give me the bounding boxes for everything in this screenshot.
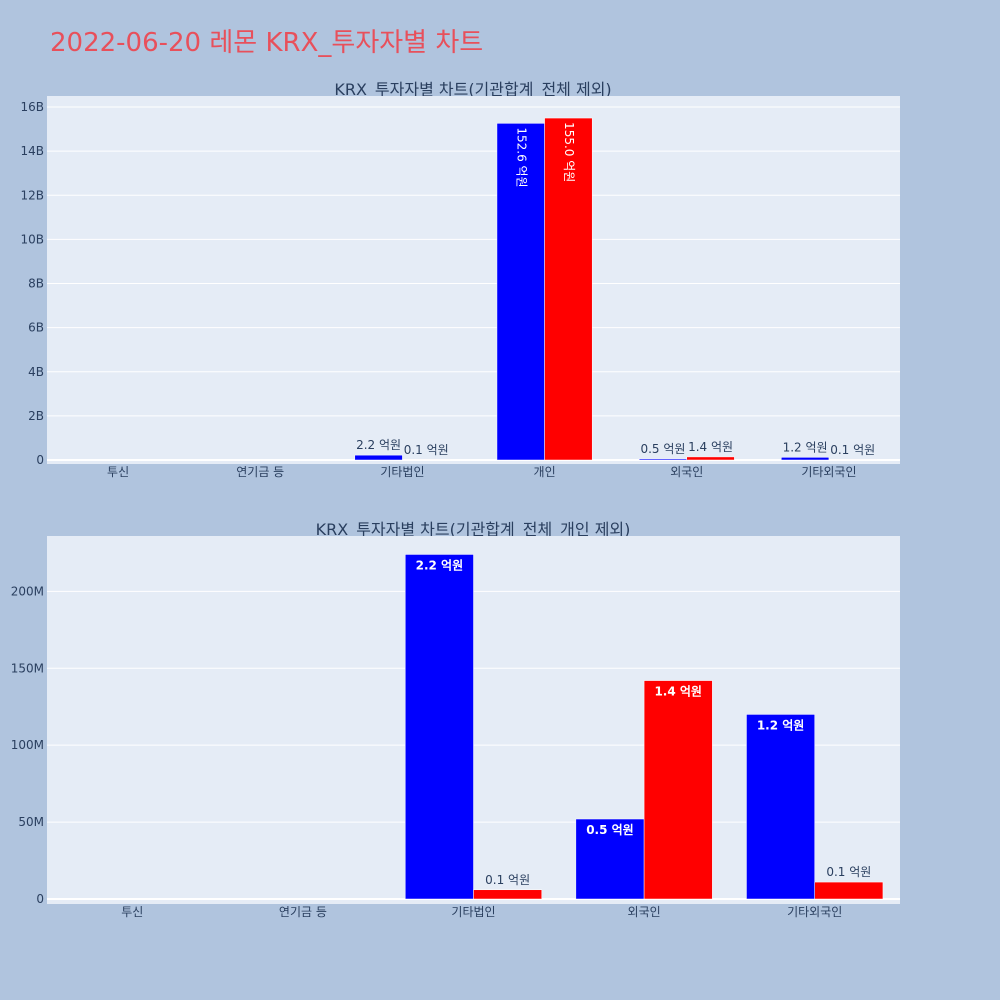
chart-1-data-label: 0.1 억원 [830, 443, 875, 457]
chart-1-y-tick-label: 6B [28, 321, 44, 335]
chart-1-y-tick-label: 2B [28, 409, 44, 423]
chart-1-data-label: 0.1 억원 [404, 443, 449, 457]
chart-1-bar [354, 454, 403, 461]
chart-1-y-tick-label: 14B [20, 144, 44, 158]
chart-1-data-label: 152.6 억원 [514, 127, 528, 187]
chart-1-data-label: 1.4 억원 [688, 440, 733, 454]
chart-2-x-tick-label: 기타법인 [451, 905, 495, 919]
chart-2-data-label: 0.1 억원 [826, 865, 871, 879]
chart-1-bar [496, 123, 545, 461]
chart-1-y-tick-label: 4B [28, 365, 44, 379]
chart-1-x-tick-label: 기타법인 [380, 465, 424, 479]
chart-1-data-label: 0.5 억원 [640, 442, 685, 456]
chart-2-data-label: 0.1 억원 [485, 873, 530, 887]
chart-1-x-tick-label: 기타외국인 [801, 465, 856, 479]
chart-2-title: KRX_투자자별 차트(기관합계_전체_개인 제외) [316, 520, 631, 540]
chart-1-plot-area [47, 96, 900, 464]
chart-2-data-label: 0.5 억원 [586, 823, 634, 837]
chart-1-bar [686, 456, 735, 461]
chart-2-bar [405, 554, 474, 900]
chart-2-y-tick-label: 150M [11, 661, 44, 675]
chart-2-bar [643, 680, 713, 900]
chart-1-y-tick-label: 0 [36, 453, 44, 467]
chart-1-x-tick-label: 연기금 등 [236, 465, 284, 479]
chart-1-data-label: 155.0 억원 [562, 122, 576, 182]
chart-2-data-label: 1.2 억원 [757, 718, 805, 732]
chart-2-x-tick-label: 투신 [121, 905, 143, 919]
chart-2-bar [746, 714, 815, 900]
chart-1-x-tick-label: 투신 [107, 465, 129, 479]
chart-2-x-tick-label: 연기금 등 [279, 905, 327, 919]
chart-1-y-tick-label: 16B [20, 100, 44, 114]
chart-1-y-tick-label: 8B [28, 277, 44, 291]
chart-1-y-tick-label: 12B [20, 188, 44, 202]
chart-2-bar [814, 881, 884, 900]
chart-2-bar [473, 889, 542, 900]
chart-1-x-tick-label: 개인 [534, 465, 556, 479]
chart-1-y-tick-label: 10B [20, 232, 44, 246]
chart-investor-excl-individual: KRX_투자자별 차트(기관합계_전체_개인 제외) 0 50M 100M 150M 2… [11, 520, 900, 919]
chart-2-data-label: 2.2 억원 [416, 558, 464, 572]
chart-2-data-label: 1.4 억원 [654, 685, 702, 699]
chart-2-y-tick-label: 50M [18, 815, 44, 829]
chart-1-data-label: 2.2 억원 [356, 438, 401, 452]
chart-1-bar [781, 457, 830, 461]
chart-2-y-tick-label: 100M [11, 738, 44, 752]
chart-2-x-tick-label: 기타외국인 [787, 905, 842, 919]
chart-1-data-label: 1.2 억원 [783, 440, 828, 454]
chart-2-bar [575, 818, 645, 900]
chart-2-y-tick-label: 0 [36, 892, 44, 906]
chart-1-title: KRX_투자자별 차트(기관합계_전체 제외) [334, 80, 611, 100]
chart-2-y-tick-label: 200M [11, 584, 44, 598]
chart-1-bar [544, 117, 593, 461]
chart-2-x-tick-label: 외국인 [628, 905, 661, 919]
page-title: 2022-06-20 레몬 KRX_투자자별 차트 [50, 28, 484, 58]
chart-investor-all: KRX_투자자별 차트(기관합계_전체 제외) 0 2B 4B 6B 8B 10B 12B 1… [20, 80, 900, 479]
chart-1-x-tick-label: 외국인 [670, 465, 703, 479]
